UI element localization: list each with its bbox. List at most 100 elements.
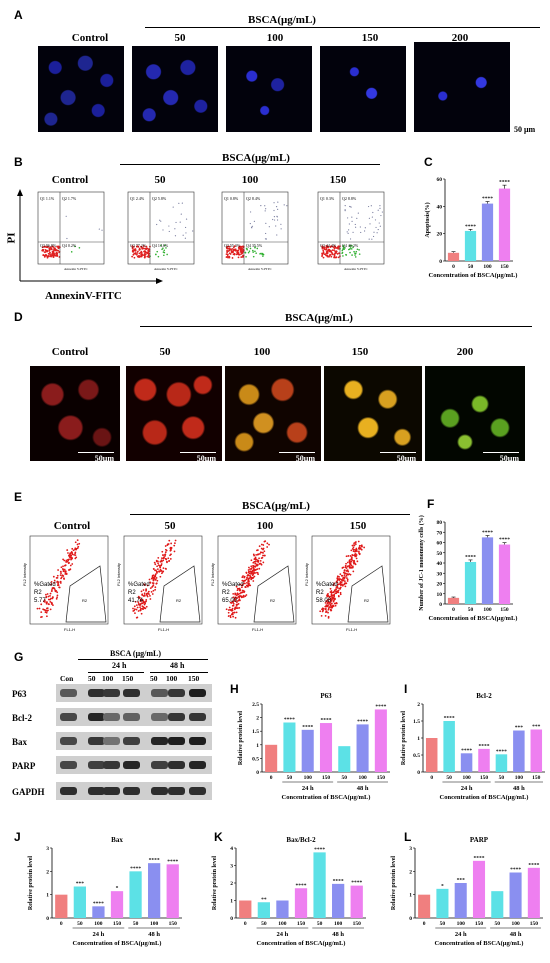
jc1-event bbox=[139, 604, 141, 606]
flow-event-live bbox=[237, 251, 240, 254]
jc1-event bbox=[170, 542, 173, 545]
flow-event-late bbox=[348, 229, 350, 231]
blot-band bbox=[168, 713, 185, 721]
jc1-event bbox=[160, 560, 163, 563]
jc1-event bbox=[45, 593, 47, 596]
jc1-event bbox=[352, 570, 355, 573]
flow-event-early bbox=[252, 251, 254, 253]
flow-event-early bbox=[344, 247, 346, 249]
jc1-event bbox=[155, 576, 158, 579]
jc1-event bbox=[252, 565, 255, 567]
bar bbox=[472, 860, 486, 918]
flow-event-live bbox=[132, 253, 135, 256]
flow-event-early bbox=[256, 247, 259, 250]
bar bbox=[265, 744, 278, 772]
jc1-event bbox=[50, 583, 53, 586]
flow-event-early bbox=[358, 249, 360, 251]
flow-event-live bbox=[46, 249, 49, 252]
panel-d-label-0: Control bbox=[51, 346, 89, 358]
jc1-event bbox=[151, 593, 154, 595]
jc1-event bbox=[236, 587, 239, 590]
jc1-event bbox=[63, 568, 66, 571]
flow-event-live bbox=[55, 251, 58, 254]
x-axis-label: Concentration of BSCA(μg/mL) bbox=[429, 615, 518, 622]
jc1-event bbox=[343, 583, 346, 585]
jc1-event bbox=[332, 596, 335, 599]
jc1-event bbox=[152, 589, 155, 592]
y-tick-label: 1 bbox=[230, 899, 233, 905]
flow-event-live bbox=[237, 256, 240, 259]
panel-d-scale-1: 50μm bbox=[196, 454, 216, 463]
flow-event-late bbox=[347, 232, 349, 234]
jc1-event bbox=[137, 601, 140, 604]
jc1-event bbox=[69, 552, 72, 555]
flow-event-late bbox=[344, 209, 346, 211]
blot-band bbox=[168, 787, 185, 795]
flow-event-live bbox=[325, 246, 328, 249]
x-tick-label: 50 bbox=[317, 921, 323, 927]
jc1-event bbox=[236, 589, 239, 592]
jc1-gated-label: %Gated bbox=[316, 582, 338, 588]
flow-event-live bbox=[131, 246, 134, 249]
jc1-event bbox=[241, 583, 244, 586]
flow-event-live bbox=[335, 250, 338, 253]
panel-d-image-100: 50μm bbox=[225, 366, 321, 463]
jc1-event bbox=[66, 558, 69, 561]
flow-event-late bbox=[380, 214, 382, 217]
jc1-event bbox=[342, 571, 345, 574]
panel-d-label-3: 150 bbox=[351, 346, 369, 358]
jc1-event bbox=[329, 597, 332, 600]
panel-e-label-3: 150 bbox=[349, 520, 367, 532]
flow-q3-label: Q3 77.2% bbox=[130, 243, 147, 248]
flow-event-live bbox=[41, 249, 44, 252]
flow-event-late bbox=[260, 205, 262, 207]
jc1-event bbox=[258, 563, 261, 565]
jc1-event bbox=[358, 552, 360, 554]
panel-h-letter: H bbox=[230, 682, 239, 696]
jc1-event bbox=[133, 608, 136, 611]
flow-event-live bbox=[147, 248, 150, 251]
panel-g-time-24: 24 h bbox=[112, 661, 127, 670]
jc1-event bbox=[144, 601, 146, 604]
flow-event-live bbox=[238, 253, 241, 256]
flow-event-live bbox=[321, 245, 324, 248]
jc1-event bbox=[335, 580, 338, 583]
flow-plot-frame bbox=[127, 191, 195, 265]
x-tick-label: 0 bbox=[423, 921, 426, 927]
flow-event-early bbox=[166, 253, 168, 256]
flow-event-late bbox=[275, 225, 277, 227]
jc1-event bbox=[352, 546, 355, 549]
jc1-event bbox=[337, 591, 340, 594]
significance-label: **** bbox=[130, 866, 141, 872]
flow-event-late bbox=[372, 211, 374, 214]
jc1-event bbox=[236, 593, 239, 595]
jc1-event bbox=[255, 558, 258, 561]
panel-c-letter: C bbox=[424, 155, 433, 169]
jc1-event bbox=[160, 572, 163, 575]
panel-g-title: BSCA (μg/mL) bbox=[110, 649, 161, 658]
bar bbox=[454, 883, 467, 918]
flow-event-live bbox=[237, 249, 240, 252]
jc1-event bbox=[57, 582, 60, 585]
jc1-event bbox=[254, 560, 257, 563]
jc1-event bbox=[332, 600, 335, 603]
jc1-event bbox=[351, 554, 354, 556]
jc1-event bbox=[76, 543, 79, 546]
flow-event-live bbox=[227, 245, 229, 248]
flow-event-live bbox=[138, 252, 141, 255]
jc1-event bbox=[61, 567, 64, 570]
panel-g-time-48: 48 h bbox=[170, 661, 185, 670]
flow-event-early bbox=[348, 248, 351, 250]
jc1-event bbox=[345, 555, 348, 558]
flow-event-live bbox=[145, 245, 148, 248]
jc1-event bbox=[360, 548, 363, 551]
blot-band bbox=[151, 713, 168, 721]
flow-event-live bbox=[47, 255, 50, 258]
flow-event-live bbox=[329, 253, 332, 256]
flow-event-late bbox=[349, 238, 352, 240]
jc1-event bbox=[67, 552, 69, 554]
blot-protein-label: PARP bbox=[12, 761, 36, 771]
y-tick-label: 2.5 bbox=[252, 702, 259, 708]
blot-band bbox=[123, 689, 140, 697]
jc1-event bbox=[59, 574, 62, 577]
